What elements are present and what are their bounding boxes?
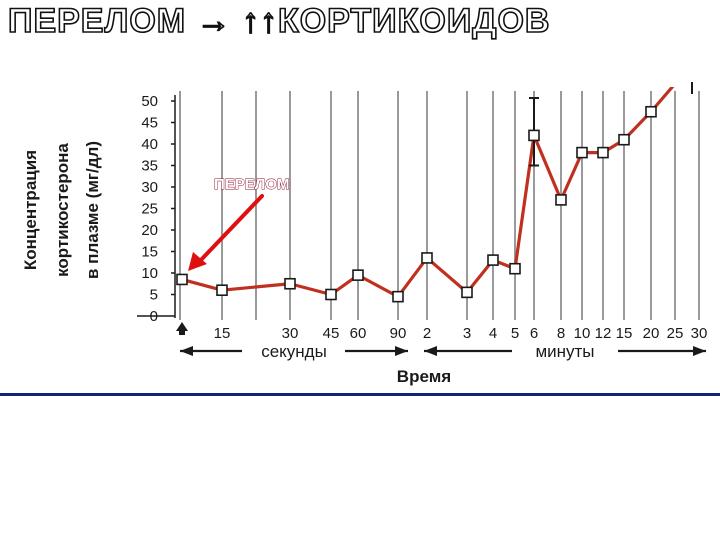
arrow-left-icon [424,346,437,356]
data-point [487,254,499,266]
data-point [555,194,567,206]
data-point [352,269,364,281]
data-markers [176,105,657,303]
x-tick-label: 4 [489,325,497,342]
x-segment-label: минуты [535,342,594,361]
data-point [528,129,540,142]
y-axis-title-line: в плазме (мг/дл) [83,141,102,279]
x-tick-label: 15 [616,325,633,342]
x-tick-label: 8 [557,325,565,342]
x-tick-label: 2 [423,325,431,342]
data-point [421,252,433,264]
data-point [597,146,609,159]
y-tick-label: 40 [141,136,158,153]
line-chart: 50454035302520151050 Концентрациякортико… [21,82,707,386]
data-point [509,262,521,275]
x-axis-tick-labels: 15 30 45 60 90 2 3 4 5 6 8 10 12 15 20 25 30 [176,322,707,342]
annotation-label: ПЕРЕЛОМ [214,176,289,193]
origin-arrow-stem [179,330,185,335]
y-tick-label: 50 [141,93,158,110]
x-tick-label: 12 [595,325,612,342]
y-tick-label: 25 [141,201,158,218]
data-point [576,146,588,159]
y-axis-title-line: Концентрация [21,150,40,270]
x-tick-label: 5 [511,325,519,342]
x-axis: секунды минуты Время [180,342,706,386]
x-tick-label: 90 [390,325,407,342]
origin-arrow-icon [176,322,188,331]
y-tick-label: 10 [141,265,158,282]
x-segment-label: секунды [261,342,327,361]
data-point [216,284,228,297]
x-tick-label: 20 [643,325,660,342]
slide-divider [0,393,720,396]
x-axis-title: Время [397,367,451,386]
y-tick-label: 15 [141,244,158,261]
annotation-arrow-head-icon [188,252,207,271]
y-tick-label: 5 [150,287,158,304]
data-point [325,288,337,301]
arrow-right-icon [693,346,706,356]
arrow-right-icon [395,346,408,356]
y-axis-title-line: кортикостерона [53,143,72,277]
y-axis: 50454035302520151050 [137,93,176,325]
y-tick-label: 20 [141,222,158,239]
x-tick-label: 45 [323,325,340,342]
arrow-left-icon [180,346,193,356]
data-point [618,133,630,146]
data-point [392,290,404,303]
data-point [176,273,188,286]
data-point [645,105,657,118]
y-tick-label: 30 [141,179,158,196]
annotation: ПЕРЕЛОМ [188,176,290,271]
x-tick-label: 10 [574,325,591,342]
x-tick-label: 15 [214,325,231,342]
y-tick-label: 35 [141,158,158,175]
y-axis-title: Концентрация кортикостерона в плазме (мг/д… [21,141,102,279]
x-tick-label: 30 [282,325,299,342]
x-tick-label: 3 [463,325,471,342]
data-point [461,286,473,299]
x-tick-label: 6 [530,325,538,342]
data-point [284,277,296,290]
y-tick-label: 45 [141,115,158,132]
slide-title: ПЕРЕЛОМ → ↑↑КОРТИКОИДОВ [7,1,551,41]
x-tick-label: 60 [350,325,367,342]
x-tick-label: 25 [667,325,684,342]
gridlines [179,91,700,320]
x-tick-label: 30 [691,325,708,342]
annotation-arrow-shaft [197,194,264,264]
